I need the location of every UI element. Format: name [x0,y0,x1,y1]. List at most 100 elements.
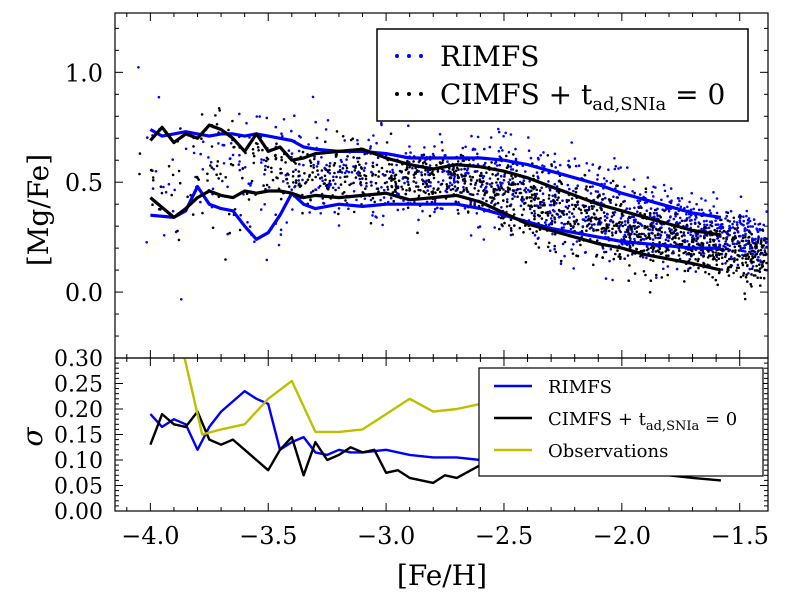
scatter-point [582,204,585,207]
scatter-point [428,214,432,218]
scatter-point [294,179,298,182]
scatter-point [318,184,322,188]
scatter-point [326,119,330,122]
scatter-point [651,228,654,232]
scatter-point [494,188,497,191]
scatter-point [636,199,639,203]
scatter-point [224,176,227,179]
scatter-point [445,185,449,188]
scatter-point [432,187,436,190]
scatter-point [691,240,695,244]
scatter-point [649,279,653,283]
scatter-point [216,160,220,163]
scatter-point [438,161,442,164]
scatter-point [304,182,307,185]
scatter-point [726,243,730,247]
scatter-point [750,285,753,288]
scatter-point [547,180,550,183]
scatter-point [456,173,459,177]
scatter-point [704,270,707,274]
scatter-point [674,212,677,216]
scatter-point [620,212,624,216]
scatter-point [247,182,250,185]
scatter-point [405,166,409,169]
scatter-point [412,180,416,183]
scatter-point [333,161,337,165]
legend-marker [419,54,423,58]
scatter-point [632,221,636,224]
scatter-point [636,210,639,213]
scatter-point [262,184,265,187]
scatter-point [483,147,486,151]
scatter-point [285,221,289,224]
scatter-point [673,229,677,232]
scatter-point [433,210,436,214]
scatter-point [391,191,395,194]
scatter-point [725,247,728,251]
scatter-point [684,250,687,254]
scatter-point [374,215,377,218]
scatter-point [566,183,570,187]
scatter-point [553,210,556,213]
scatter-point [415,169,419,172]
scatter-point [708,209,712,212]
scatter-point [680,235,684,238]
scatter-point [657,250,661,254]
scatter-point [333,171,336,175]
scatter-point [508,204,512,208]
scatter-point [663,231,667,234]
scatter-point [388,162,391,166]
scatter-point [514,147,517,151]
scatter-point [736,258,739,261]
scatter-point [553,160,556,164]
scatter-point [485,185,488,188]
scatter-point [725,214,729,218]
scatter-point [759,276,763,280]
scatter-point [609,247,613,251]
scatter-point [249,181,253,185]
scatter-point [585,185,588,188]
scatter-point [721,226,725,230]
scatter-point [591,185,594,188]
scatter-point [328,162,332,165]
scatter-point [499,174,503,178]
scatter-point [466,210,470,213]
scatter-point [469,178,473,181]
scatter-point [287,149,291,152]
scatter-point [404,192,408,196]
scatter-point [433,207,437,211]
scatter-point [601,256,604,259]
scatter-point [292,181,295,184]
scatter-point [388,177,391,180]
scatter-point [738,221,742,224]
scatter-point [764,253,767,257]
scatter-point [256,146,260,149]
scatter-point [233,145,236,149]
scatter-point [588,222,591,226]
scatter-point [457,212,460,215]
scatter-point [219,172,222,176]
scatter-point [405,189,408,192]
top-ylabel: [Mg/Fe] [22,154,55,266]
y-tick-label: 0.25 [54,373,103,398]
scatter-point [459,191,462,194]
scatter-point [736,263,740,267]
x-tick-label: −3.5 [239,522,297,550]
scatter-point [519,187,522,191]
scatter-point [530,189,533,193]
scatter-point [658,233,662,236]
scatter-point [736,253,739,257]
scatter-point [363,197,367,200]
scatter-point [664,238,668,242]
scatter-point [599,216,602,220]
scatter-point [279,233,283,236]
scatter-point [572,189,575,193]
scatter-point [709,211,712,215]
scatter-point [569,227,573,231]
scatter-point [369,147,372,150]
scatter-point [641,255,645,259]
scatter-point [280,132,283,135]
scatter-point [729,226,732,230]
legend-label: CIMFS + tad,SNIa = 0 [548,409,737,434]
scatter-point [427,192,431,196]
